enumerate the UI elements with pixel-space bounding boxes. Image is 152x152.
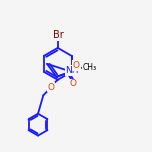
Text: NH: NH	[66, 66, 79, 75]
Text: Br: Br	[53, 30, 63, 40]
Text: CH₃: CH₃	[83, 62, 97, 72]
Text: O: O	[73, 61, 80, 70]
Text: O: O	[69, 79, 76, 88]
Text: O: O	[47, 83, 54, 92]
